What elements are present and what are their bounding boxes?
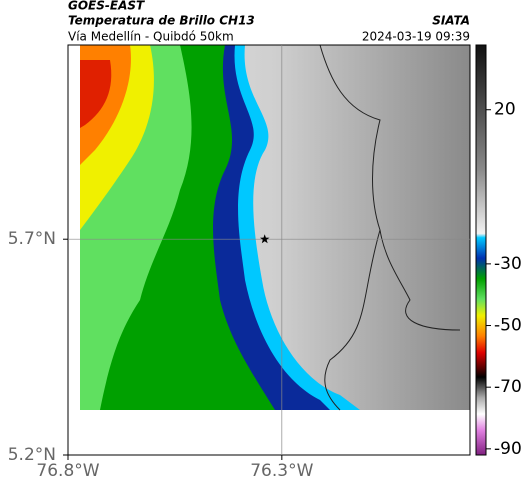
colorbar-tick-label: -70 — [494, 377, 522, 397]
y-tick-label: 5.2°N — [8, 445, 56, 465]
credit: SIATA — [432, 14, 470, 28]
colorbar-tick-label: 20 — [494, 100, 516, 120]
source: GOES-EAST — [68, 0, 145, 13]
location-marker — [260, 234, 270, 244]
x-tick-label: 76.3°W — [250, 461, 313, 481]
datetime: 2024-03-19 09:39 — [362, 30, 470, 44]
colorbar-tick-label: -50 — [494, 316, 522, 336]
x-tick-label: 76.8°W — [36, 461, 99, 481]
colorbar-tick-label: -30 — [494, 254, 522, 274]
satellite-image — [68, 45, 470, 455]
y-tick-label: 5.7°N — [8, 229, 56, 249]
map-frame — [67, 44, 471, 456]
subtitle: Vía Medellín - Quibdó 50km — [68, 30, 234, 44]
colorbar — [475, 44, 487, 456]
colorbar-tick-label: -90 — [494, 439, 522, 459]
title: Temperatura de Brillo CH13 — [68, 14, 255, 28]
overlay: 76.8°W 76.3°W 5.2°N 5.7°N 20 -30 -50 -70 -90 — [8, 45, 522, 481]
